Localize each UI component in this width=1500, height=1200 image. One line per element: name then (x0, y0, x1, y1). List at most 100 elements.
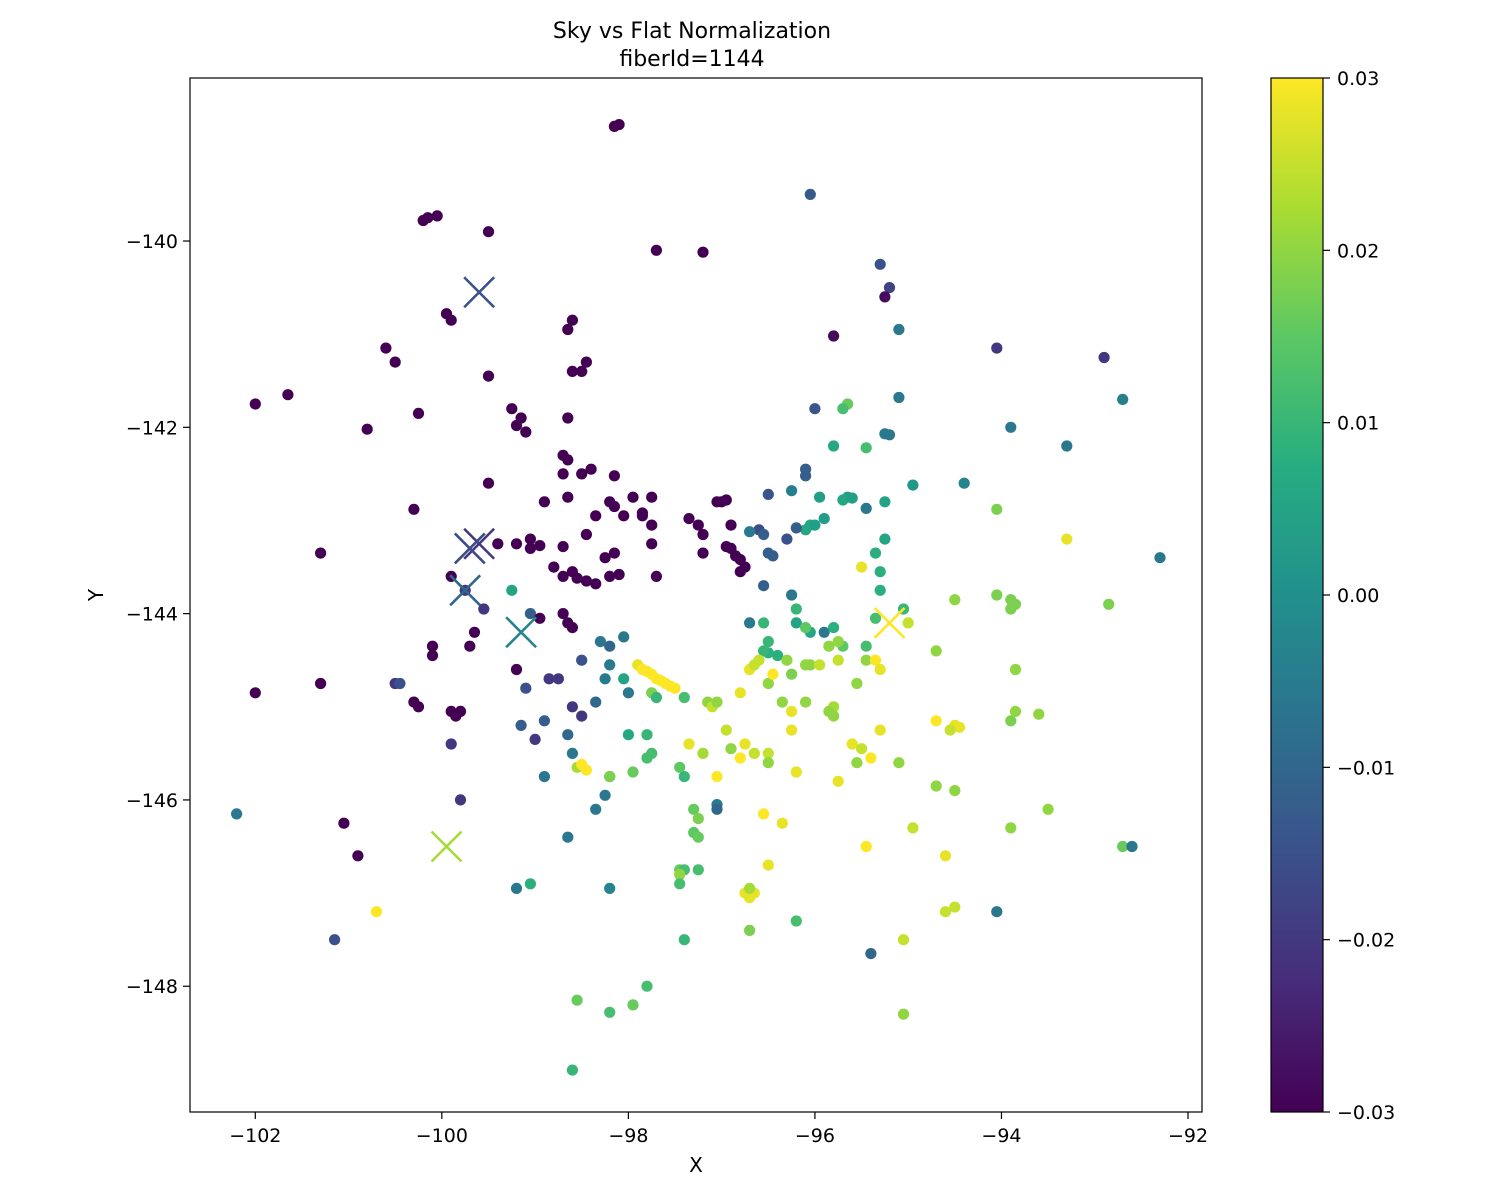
scatter-point (562, 454, 574, 466)
scatter-point (800, 524, 812, 536)
scatter-point (790, 915, 802, 927)
scatter-point (566, 365, 579, 377)
scatter-point (874, 663, 886, 676)
scatter-point (604, 1006, 616, 1018)
scatter-point (744, 617, 756, 629)
scatter-point (874, 258, 886, 270)
scatter-point (851, 677, 863, 690)
x-marker (449, 574, 482, 607)
scatter-point (949, 901, 961, 913)
scatter-point (837, 494, 849, 506)
scatter-point (1009, 663, 1022, 676)
scatter-point (678, 691, 690, 704)
scatter-point (776, 696, 788, 708)
scatter-point (809, 403, 821, 415)
scatter-point (874, 584, 886, 596)
scatter-point (576, 468, 588, 480)
scatter-point (590, 803, 602, 815)
scatter-point (426, 640, 439, 652)
scatter-point (1061, 533, 1073, 545)
scatter-point (800, 470, 812, 482)
scatter-point (608, 547, 621, 559)
colorbar-tick-label: 0.02 (1337, 240, 1379, 262)
scatter-point (725, 743, 737, 755)
scatter-point (510, 538, 523, 550)
scatter-point (636, 510, 649, 522)
scatter-point (762, 859, 774, 871)
scatter-point (790, 766, 802, 778)
x-marker (873, 607, 906, 639)
scatter-point (576, 710, 588, 722)
colorbar-tick-label: 0.03 (1337, 68, 1379, 90)
scatter-point (883, 429, 896, 441)
scatter-point (613, 568, 625, 581)
scatter-point (790, 617, 802, 629)
y-tick-label: −142 (126, 417, 178, 439)
scatter-point (748, 747, 760, 760)
scatter-point (758, 617, 770, 629)
scatter-point (566, 314, 579, 326)
y-tick-label: −144 (126, 604, 178, 626)
scatter-point (1117, 840, 1129, 853)
scatter-point (585, 463, 597, 475)
scatter-point (524, 878, 537, 890)
scatter-point (874, 724, 886, 736)
y-tick-label: −146 (126, 790, 178, 812)
scatter-point (538, 496, 551, 508)
scatter-point (641, 980, 653, 992)
scatter-point (482, 370, 495, 382)
scatter-point (529, 733, 541, 746)
x-marker (463, 276, 496, 309)
scatter-point (762, 636, 774, 648)
scatter-point (445, 314, 457, 326)
scatter-point (604, 659, 616, 671)
scatter-point (394, 677, 406, 690)
scatter-point (874, 566, 886, 578)
scatter-point (776, 817, 788, 829)
scatter-point (566, 747, 579, 760)
scatter-point (790, 603, 802, 615)
scatter-point (1117, 393, 1129, 405)
scatter-point (464, 640, 476, 652)
scatter-point (576, 654, 588, 666)
scatter-point (450, 710, 462, 722)
scatter-point (762, 747, 774, 760)
scatter-point (249, 687, 261, 699)
scatter-point (711, 696, 723, 708)
y-tick-label: −140 (126, 231, 178, 253)
scatter-point (991, 342, 1003, 354)
scatter-point (930, 780, 942, 792)
scatter-point (594, 636, 607, 648)
x-marker (453, 532, 486, 565)
scatter-point (641, 729, 653, 741)
scatter-point (800, 622, 812, 634)
scatter-point (580, 764, 593, 776)
scatter-point (958, 477, 970, 489)
scatter-point (879, 496, 891, 508)
scatter-point (869, 612, 882, 624)
scatter-point (692, 813, 704, 825)
scatter-point (608, 500, 621, 513)
scatter-point (678, 934, 690, 946)
scatter-point (412, 701, 425, 713)
scatter-point (315, 677, 327, 690)
scatter-point (510, 419, 523, 432)
x-tick-label: −92 (1168, 1125, 1208, 1147)
scatter-point (860, 640, 872, 652)
x-axis: −102 −100 −98 −96 −94 −92 (229, 1112, 1208, 1147)
scatter-point (851, 757, 863, 769)
scatter-point (860, 654, 872, 666)
scatter-point (510, 663, 523, 676)
y-tick-label: −148 (126, 976, 178, 998)
scatter-point (1033, 708, 1045, 720)
colorbar-tick-label: −0.03 (1337, 1102, 1395, 1124)
scatter-point (618, 631, 630, 643)
scatter-point (762, 757, 774, 769)
scatter-point (767, 550, 779, 562)
scatter-point (482, 226, 495, 238)
scatter-point (618, 673, 630, 685)
scatter-point (1005, 421, 1017, 433)
scatter-point (646, 519, 658, 531)
colorbar-tick-label: −0.01 (1337, 757, 1395, 779)
